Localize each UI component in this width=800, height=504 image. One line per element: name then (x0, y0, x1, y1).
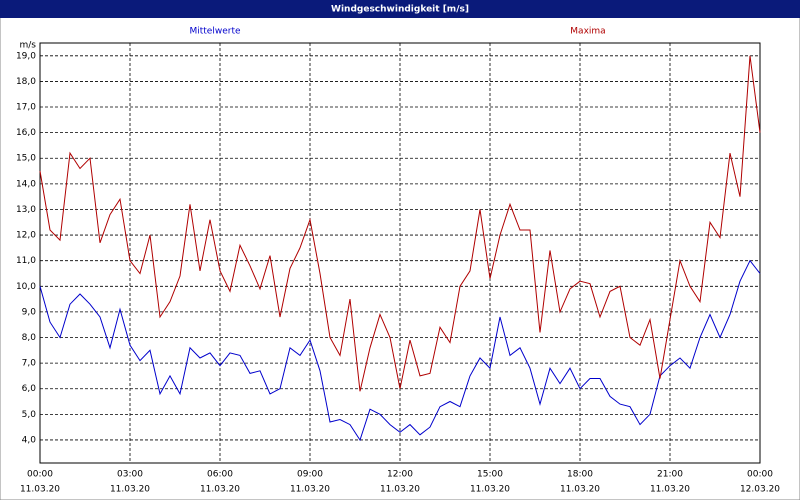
series-line (39, 259, 761, 442)
series-line (39, 55, 761, 392)
y-tick-label: 16,0 (16, 128, 36, 138)
y-tick-label: 12,0 (16, 231, 36, 241)
plot-area (39, 42, 761, 464)
x-tick-date: 11.03.20 (290, 485, 330, 495)
chart-title: Windgeschwindigkeit [m/s] (331, 5, 469, 15)
x-tick-date: 12.03.20 (740, 485, 780, 495)
y-tick-label: 19,0 (16, 51, 36, 61)
y-tick-label: 13,0 (16, 205, 36, 215)
y-tick-label: 17,0 (16, 103, 36, 113)
x-tick-label: 00:00 (747, 470, 773, 480)
x-tick-date: 11.03.20 (650, 485, 690, 495)
title-bar (0, 0, 800, 18)
x-tick-date: 11.03.20 (110, 485, 150, 495)
y-tick-label: 9,0 (22, 307, 37, 317)
y-tick-label: 10,0 (16, 282, 36, 292)
x-tick-label: 18:00 (567, 470, 593, 480)
legend-label: Maxima (570, 27, 605, 37)
x-tick-date: 11.03.20 (380, 485, 420, 495)
x-tick-label: 15:00 (477, 470, 503, 480)
x-tick-date: 11.03.20 (20, 485, 60, 495)
y-tick-label: 8,0 (22, 333, 37, 343)
x-tick-label: 21:00 (657, 470, 683, 480)
y-tick-label: 18,0 (16, 77, 36, 87)
x-tick-date: 11.03.20 (200, 485, 240, 495)
y-tick-label: 5,0 (22, 410, 37, 420)
x-tick-label: 03:00 (117, 470, 143, 480)
x-tick-label: 12:00 (387, 470, 413, 480)
x-tick-label: 00:00 (27, 470, 53, 480)
y-tick-label: 6,0 (22, 384, 37, 394)
x-tick-date: 11.03.20 (470, 485, 510, 495)
y-unit: m/s (20, 41, 37, 51)
y-tick-label: 4,0 (22, 435, 37, 445)
y-tick-label: 11,0 (16, 256, 36, 266)
y-tick-label: 14,0 (16, 179, 36, 189)
x-tick-date: 11.03.20 (560, 485, 600, 495)
x-tick-label: 06:00 (207, 470, 233, 480)
y-tick-label: 7,0 (22, 359, 37, 369)
y-tick-label: 15,0 (16, 154, 36, 164)
x-tick-label: 09:00 (297, 470, 323, 480)
legend-label: Mittelwerte (189, 27, 240, 37)
